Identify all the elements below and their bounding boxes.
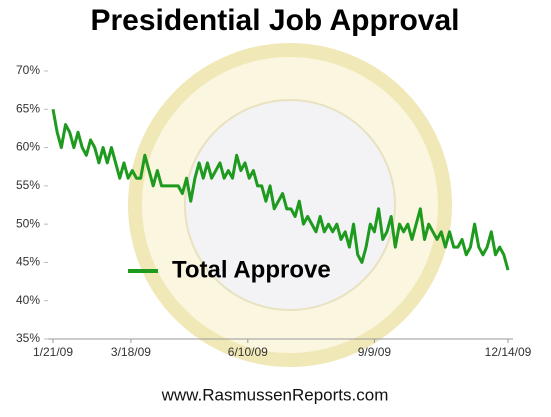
- x-tick-label: 3/18/09: [111, 345, 151, 359]
- y-tick-label: 45%: [16, 255, 40, 269]
- y-tick-label: 40%: [16, 293, 40, 307]
- x-tick-label: 12/14/09: [485, 345, 532, 359]
- chart-title: Presidential Job Approval: [91, 4, 460, 37]
- y-tick-label: 50%: [16, 216, 40, 230]
- y-tick-label: 60%: [16, 140, 40, 154]
- y-tick-label: 70%: [16, 63, 40, 77]
- line-series: [51, 109, 510, 271]
- x-tick-label: 1/21/09: [33, 345, 73, 359]
- y-tick-label: 65%: [16, 101, 40, 115]
- x-tick-label: 6/10/09: [228, 345, 268, 359]
- seal-inner: [184, 99, 396, 311]
- y-tick-label: 55%: [16, 178, 40, 192]
- footer: www.RasmussenReports.com: [161, 385, 389, 404]
- y-tick-label: 35%: [16, 331, 40, 345]
- legend-label: Total Approve: [172, 256, 331, 283]
- x-tick-label: 9/9/09: [358, 345, 392, 359]
